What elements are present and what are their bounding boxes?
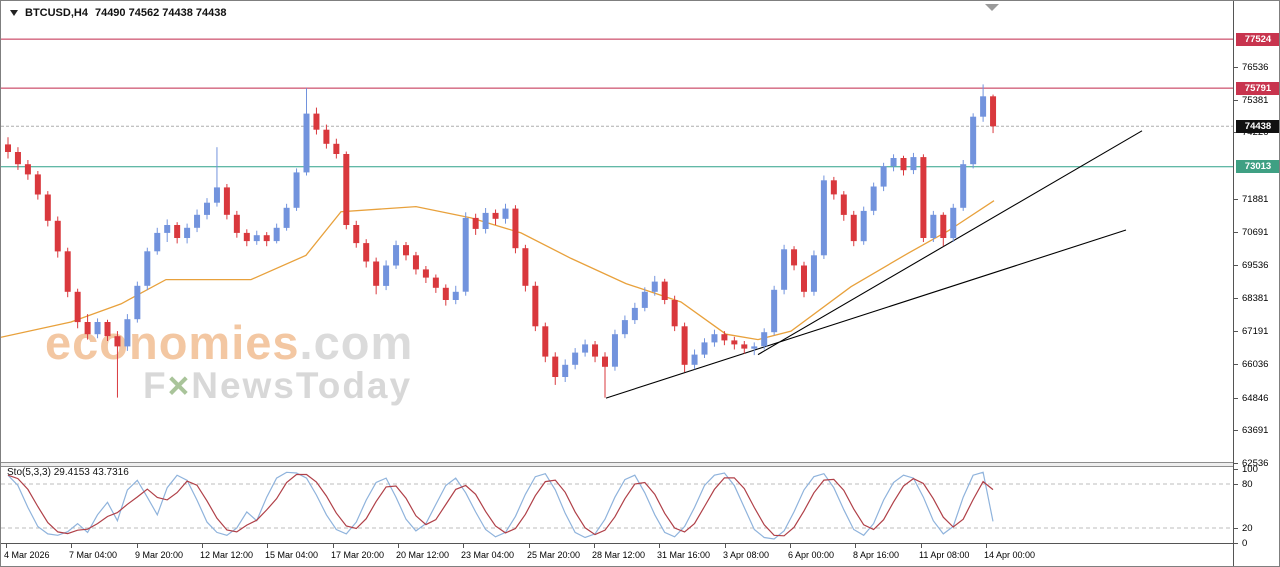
stoch-tick-label: 20 bbox=[1242, 523, 1253, 534]
price-tick-label: 75381 bbox=[1242, 95, 1269, 106]
price-tick-label: 67191 bbox=[1242, 326, 1269, 337]
price-tick-label: 68381 bbox=[1242, 293, 1269, 304]
price-badge: 75791 bbox=[1236, 82, 1279, 95]
price-tick-mark bbox=[1234, 232, 1238, 233]
time-tick-mark bbox=[921, 544, 922, 548]
price-tick-mark bbox=[1234, 265, 1238, 266]
price-tick-label: 70691 bbox=[1242, 227, 1269, 238]
stochastic-k-value: 29.4153 bbox=[53, 467, 90, 478]
time-tick-mark bbox=[202, 544, 203, 548]
chevron-down-icon[interactable] bbox=[10, 10, 18, 16]
time-tick-mark bbox=[855, 544, 856, 548]
time-tick-mark bbox=[6, 544, 7, 548]
stoch-tick-label: 0 bbox=[1242, 538, 1248, 549]
time-tick-mark bbox=[463, 544, 464, 548]
price-tick-label: 64846 bbox=[1242, 393, 1269, 404]
symbol-title: BTCUSD,H4 74490 74562 74438 74438 bbox=[10, 7, 226, 19]
stoch-tick-mark bbox=[1234, 469, 1238, 470]
price-tick-label: 66036 bbox=[1242, 359, 1269, 370]
price-tick-mark bbox=[1234, 67, 1238, 68]
time-tick-label: 11 Apr 08:00 bbox=[919, 550, 970, 560]
time-tick-label: 12 Mar 12:00 bbox=[200, 550, 254, 560]
watermark-subbrand: F×NewsToday bbox=[143, 364, 413, 406]
price-badge: 73013 bbox=[1236, 160, 1279, 173]
time-tick-mark bbox=[137, 544, 138, 548]
time-tick-label: 7 Mar 04:00 bbox=[69, 550, 118, 560]
ohlc-values: 74490 74562 74438 74438 bbox=[94, 7, 227, 19]
stoch-tick-mark bbox=[1234, 543, 1238, 544]
time-tick-label: 23 Mar 04:00 bbox=[461, 550, 515, 560]
time-tick-label: 14 Apr 00:00 bbox=[984, 550, 1036, 560]
time-tick-label: 17 Mar 20:00 bbox=[331, 550, 385, 560]
price-tick-label: 71881 bbox=[1242, 194, 1269, 205]
watermark: economies.com F×NewsToday bbox=[45, 319, 413, 405]
price-tick-mark bbox=[1234, 298, 1238, 299]
price-tick-mark bbox=[1234, 331, 1238, 332]
price-tick-label: 69536 bbox=[1242, 260, 1269, 271]
time-tick-mark bbox=[659, 544, 660, 548]
time-tick-mark bbox=[333, 544, 334, 548]
time-tick-mark bbox=[986, 544, 987, 548]
stochastic-label: Sto(5,3,3) 29.4153 43.7316 bbox=[7, 467, 129, 478]
scroll-to-end-icon[interactable] bbox=[985, 4, 999, 11]
time-tick-mark bbox=[725, 544, 726, 548]
price-tick-mark bbox=[1234, 364, 1238, 365]
time-tick-mark bbox=[790, 544, 791, 548]
time-tick-mark bbox=[529, 544, 530, 548]
time-tick-label: 9 Mar 20:00 bbox=[135, 550, 184, 560]
time-tick-label: 6 Apr 00:00 bbox=[788, 550, 835, 560]
panel-splitter[interactable] bbox=[1, 462, 1233, 467]
stochastic-d-value: 43.7316 bbox=[92, 467, 129, 478]
chart-canvas[interactable] bbox=[1, 1, 1233, 567]
time-tick-mark bbox=[71, 544, 72, 548]
time-tick-label: 3 Apr 08:00 bbox=[723, 550, 770, 560]
time-tick-mark bbox=[267, 544, 268, 548]
time-tick-label: 20 Mar 12:00 bbox=[396, 550, 450, 560]
price-badge: 77524 bbox=[1236, 33, 1279, 46]
time-tick-label: 4 Mar 2026 bbox=[4, 550, 50, 560]
time-tick-label: 15 Mar 04:00 bbox=[265, 550, 319, 560]
price-tick-mark bbox=[1234, 199, 1238, 200]
symbol-label: BTCUSD,H4 bbox=[25, 7, 88, 19]
time-tick-label: 8 Apr 16:00 bbox=[853, 550, 900, 560]
price-tick-label: 63691 bbox=[1242, 425, 1269, 436]
stoch-tick-label: 80 bbox=[1242, 479, 1253, 490]
price-tick-mark bbox=[1234, 463, 1238, 464]
time-axis[interactable]: 4 Mar 2026 7 Mar 04:00 9 Mar 20:00 12 Mar 1… bbox=[1, 543, 1233, 566]
stoch-tick-label: 100 bbox=[1242, 464, 1258, 475]
price-badge: 74438 bbox=[1236, 120, 1279, 133]
watermark-brand: economies.com bbox=[45, 316, 414, 369]
time-tick-label: 25 Mar 20:00 bbox=[527, 550, 581, 560]
time-tick-label: 28 Mar 12:00 bbox=[592, 550, 646, 560]
price-tick-mark bbox=[1234, 430, 1238, 431]
stoch-tick-mark bbox=[1234, 528, 1238, 529]
price-tick-mark bbox=[1234, 398, 1238, 399]
price-tick-label: 76536 bbox=[1242, 62, 1269, 73]
price-tick-label: 62536 bbox=[1242, 458, 1269, 469]
time-tick-mark bbox=[594, 544, 595, 548]
stoch-tick-mark bbox=[1234, 484, 1238, 485]
price-tick-mark bbox=[1234, 100, 1238, 101]
price-axis[interactable]: 7653675381742267188170691695366838167191… bbox=[1233, 1, 1279, 566]
time-tick-label: 31 Mar 16:00 bbox=[657, 550, 711, 560]
fx-x-icon: × bbox=[167, 364, 192, 406]
time-tick-mark bbox=[398, 544, 399, 548]
